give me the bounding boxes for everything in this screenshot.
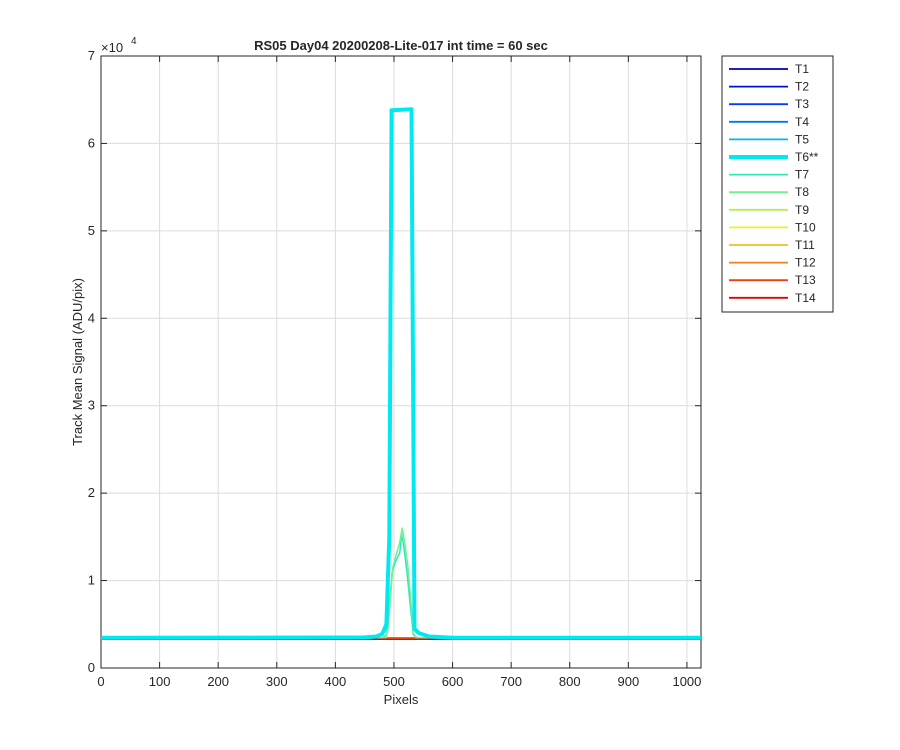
- y-tick-label: 1: [88, 573, 95, 588]
- legend-label: T5: [795, 132, 809, 146]
- x-tick-label: 200: [207, 674, 229, 689]
- legend-label: T8: [795, 185, 809, 199]
- legend-label: T6**: [795, 150, 819, 164]
- legend-label: T7: [795, 168, 809, 182]
- x-tick-label: 700: [500, 674, 522, 689]
- legend-label: T9: [795, 203, 809, 217]
- x-axis-label: Pixels: [384, 692, 419, 707]
- x-tick-label: 300: [266, 674, 288, 689]
- legend-label: T14: [795, 291, 816, 305]
- x-tick-label: 0: [97, 674, 104, 689]
- y-tick-label: 4: [88, 310, 95, 325]
- y-axis-ticks: 0 1 2 3 4 5 6 7: [88, 48, 701, 675]
- legend-label: T13: [795, 273, 816, 287]
- legend-label: T3: [795, 97, 809, 111]
- x-axis-ticks: 0 100 200 300 400 500 600 700 800 900 1000: [97, 56, 701, 689]
- x-tick-label: 100: [149, 674, 171, 689]
- x-tick-label: 1000: [672, 674, 701, 689]
- y-tick-label: 6: [88, 135, 95, 150]
- series-lines: [100, 107, 702, 640]
- y-tick-label: 5: [88, 223, 95, 238]
- x-tick-label: 500: [383, 674, 405, 689]
- y-axis-label: Track Mean Signal (ADU/pix): [70, 278, 85, 446]
- legend-label: T11: [795, 238, 815, 252]
- y-exponent-base: ×10: [101, 40, 123, 55]
- chart-title: RS05 Day04 20200208-Lite-017 int time = …: [254, 38, 548, 53]
- legend-label: T12: [795, 256, 816, 270]
- plot-area-frame: [100, 55, 702, 669]
- x-tick-label: 800: [559, 674, 581, 689]
- y-exponent-power: 4: [131, 36, 137, 47]
- legend-label: T4: [795, 115, 809, 129]
- legend-box: [721, 55, 834, 313]
- x-tick-label: 900: [617, 674, 639, 689]
- legend-label: T1: [795, 62, 809, 76]
- y-tick-label: 7: [88, 48, 95, 63]
- axes: [100, 55, 702, 669]
- y-tick-label: 2: [88, 485, 95, 500]
- legend: T1 T2 T3 T4 T5 T6** T7 T8 T9 T10 T11 T12 T13 T14: [721, 55, 834, 313]
- x-tick-label: 400: [325, 674, 347, 689]
- series-line-t6: [100, 107, 701, 640]
- y-tick-label: 3: [88, 398, 95, 413]
- x-tick-label: 600: [442, 674, 464, 689]
- legend-label: T2: [795, 80, 809, 94]
- y-tick-label: 0: [88, 660, 95, 675]
- legend-label: T10: [795, 220, 816, 234]
